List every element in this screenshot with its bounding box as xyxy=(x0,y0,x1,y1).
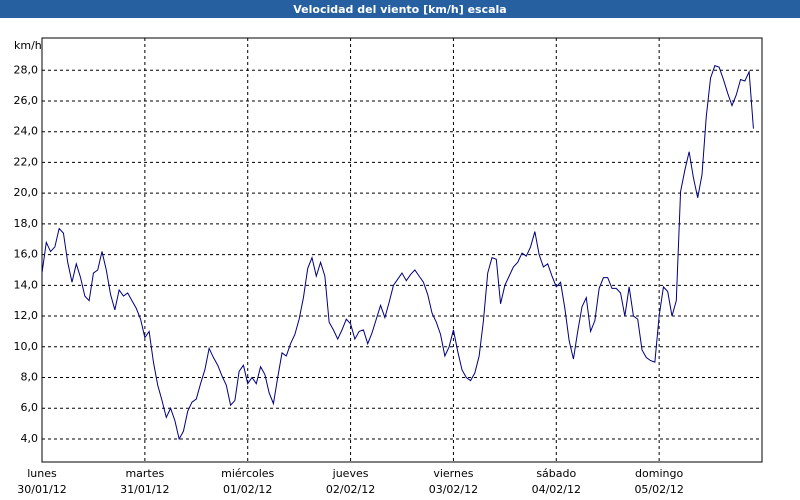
y-tick-label: 24,0 xyxy=(14,125,39,138)
y-tick-label: 10,0 xyxy=(14,340,39,353)
y-tick-label: 22,0 xyxy=(14,155,39,168)
y-tick-label: 6,0 xyxy=(21,401,39,414)
x-tick-sublabel: 31/01/12 xyxy=(120,483,169,496)
x-tick-label: domingo xyxy=(635,467,683,480)
y-tick-label: 8,0 xyxy=(21,371,39,384)
x-tick-label: jueves xyxy=(332,467,369,480)
plot-area xyxy=(41,37,763,463)
x-tick-label: viernes xyxy=(433,467,473,480)
y-tick-label: 16,0 xyxy=(14,248,39,261)
chart-title: Velocidad del viento [km/h] escala xyxy=(293,3,506,16)
y-tick-label: 20,0 xyxy=(14,186,39,199)
x-tick-sublabel: 01/02/12 xyxy=(223,483,272,496)
x-tick-sublabel: 04/02/12 xyxy=(532,483,581,496)
x-tick-label: miércoles xyxy=(221,467,274,480)
data-line xyxy=(41,65,754,441)
y-unit: km/h xyxy=(14,39,42,52)
x-tick-sublabel: 03/02/12 xyxy=(429,483,478,496)
x-tick-label: sábado xyxy=(536,467,576,480)
y-tick-label: 28,0 xyxy=(14,63,39,76)
y-tick-label: 26,0 xyxy=(14,94,39,107)
y-tick-label: 14,0 xyxy=(14,278,39,291)
y-tick-label: 12,0 xyxy=(14,309,39,322)
x-tick-label: martes xyxy=(125,467,164,480)
x-tick-sublabel: 05/02/12 xyxy=(634,483,683,496)
x-tick-sublabel: 30/01/12 xyxy=(17,483,66,496)
title-bar xyxy=(0,0,800,18)
y-tick-label: 18,0 xyxy=(14,217,39,230)
x-tick-sublabel: 02/02/12 xyxy=(326,483,375,496)
x-tick-label: lunes xyxy=(27,467,57,480)
y-tick-label: 4,0 xyxy=(21,432,39,445)
